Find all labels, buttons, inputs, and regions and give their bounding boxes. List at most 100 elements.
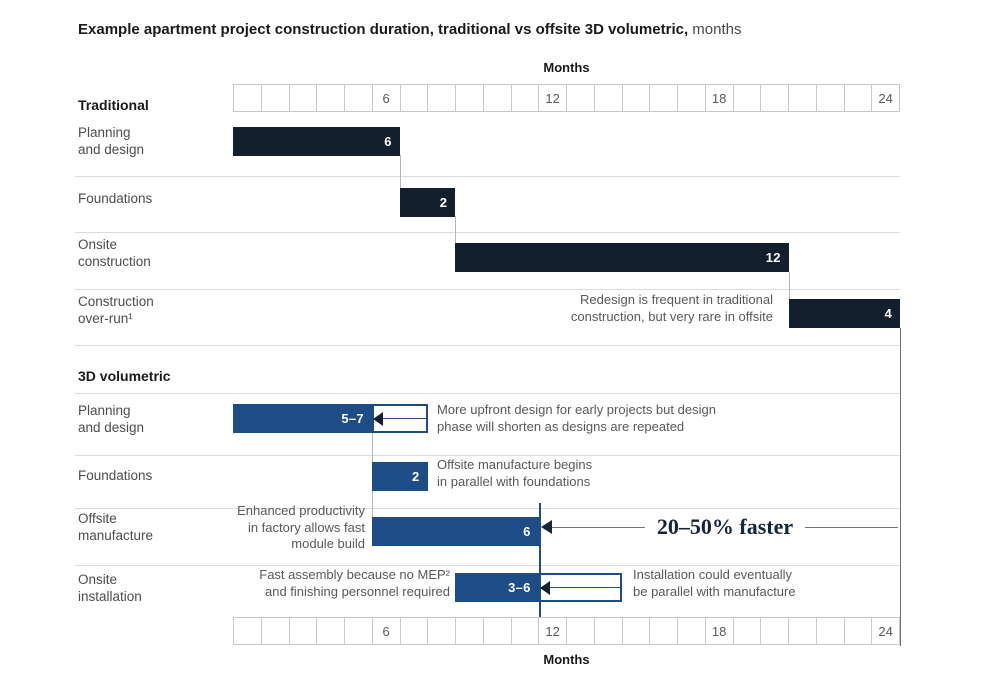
axis-cell: [677, 85, 705, 111]
axis-title-bottom: Months: [543, 652, 590, 667]
axis-cell: 18: [704, 85, 733, 111]
row-separator: [75, 455, 900, 456]
axis-cell: [288, 618, 317, 644]
section-header-3d-volumetric: 3D volumetric: [78, 368, 171, 384]
axis-cell: [649, 618, 677, 644]
axis-cell: 6: [371, 618, 400, 644]
gantt-bar: 6: [371, 517, 539, 546]
row-label: Onsite construction: [78, 237, 151, 269]
axis-cell: 18: [704, 618, 733, 644]
row-label: Planning and design: [78, 125, 145, 157]
axis-title-top: Months: [543, 60, 590, 75]
axis-cell: [815, 85, 844, 111]
axis-tick-label: 18: [711, 90, 727, 106]
bar-value-label: 6: [384, 134, 392, 149]
month-axis-top: 6 12 18 24: [233, 84, 900, 112]
row-separator: [75, 508, 900, 509]
bar-value-label: 2: [412, 469, 420, 484]
gantt-bar: 2: [399, 188, 456, 217]
axis-tick-label: 18: [711, 623, 727, 639]
row-separator: [75, 345, 900, 346]
range-arrow-line: [373, 417, 426, 419]
bar-value-label: 12: [765, 250, 781, 265]
axis-tick-label: 24: [878, 623, 893, 639]
faster-callout-text: 20–50% faster: [656, 514, 794, 539]
range-arrow-line: [540, 586, 621, 588]
axis-cell: [677, 618, 705, 644]
bar-annotation: More upfront design for early projects b…: [437, 402, 716, 434]
axis-cell: [482, 85, 511, 111]
axis-cell: [732, 618, 761, 644]
axis-cell: [234, 618, 261, 644]
axis-cell: [399, 618, 428, 644]
bar-value-label: 5–7: [341, 411, 364, 426]
axis-cell: [455, 85, 483, 111]
axis-cell: [649, 85, 677, 111]
axis-tick-label: 12: [545, 90, 560, 106]
axis-tick-label: 12: [545, 623, 560, 639]
axis-cell: [843, 618, 872, 644]
axis-cell: [344, 618, 372, 644]
bar-annotation: Installation could eventually be paralle…: [633, 567, 796, 599]
range-extension-box: [371, 404, 428, 433]
row-separator: [75, 232, 900, 233]
row-label: Onsite installation: [78, 572, 142, 604]
axis-cell: [621, 85, 650, 111]
axis-cell: 12: [538, 85, 566, 111]
axis-cell: [566, 618, 594, 644]
row-separator: [75, 176, 900, 177]
axis-cell: 24: [871, 618, 899, 644]
left-arrowhead-icon: [539, 580, 550, 595]
bar-value-label: 2: [439, 195, 448, 210]
bar-value-label: 4: [884, 306, 892, 321]
connector-line: [400, 155, 401, 188]
axis-cell: [788, 618, 816, 644]
axis-cell: [760, 618, 788, 644]
range-extension-box: [538, 573, 623, 602]
row-label: Offsite manufacture: [78, 511, 154, 543]
axis-cell: [732, 85, 761, 111]
connector-line: [900, 328, 901, 646]
axis-cell: [316, 618, 344, 644]
bar-annotation: Enhanced productivity in factory allows …: [237, 503, 365, 551]
axis-cell: [843, 85, 872, 111]
callout-line-right: [805, 526, 898, 528]
axis-cell: [566, 85, 594, 111]
callout-line-left: [552, 526, 645, 528]
axis-cell: [399, 85, 428, 111]
axis-cell: [510, 85, 539, 111]
axis-cell: 24: [871, 85, 899, 111]
bar-annotation: Redesign is frequent in traditional cons…: [570, 292, 773, 324]
gantt-bar: 4: [788, 299, 900, 328]
row-separator: [75, 393, 900, 394]
gantt-bar: 5–7: [233, 404, 372, 433]
axis-cell: 12: [538, 618, 566, 644]
axis-cell: [510, 618, 539, 644]
left-arrowhead-icon: [372, 411, 383, 426]
gantt-bar: 2: [371, 462, 428, 491]
row-separator: [75, 289, 900, 290]
axis-cell: [234, 85, 261, 111]
gantt-bar: 12: [455, 243, 789, 272]
axis-cell: [316, 85, 344, 111]
bar-annotation: Offsite manufacture begins in parallel w…: [437, 457, 593, 489]
row-label: Planning and design: [78, 403, 145, 435]
row-separator: [75, 565, 900, 566]
faster-callout: 20–50% faster: [541, 513, 898, 541]
axis-cell: [621, 618, 650, 644]
month-axis-bottom: 6 12 18 24: [233, 617, 900, 645]
section-header-traditional: Traditional: [78, 97, 149, 113]
bar-value-label: 6: [523, 524, 531, 539]
axis-cell: [344, 85, 372, 111]
bar-value-label: 3–6: [508, 580, 531, 595]
axis-tick-label: 6: [382, 623, 390, 639]
axis-cell: [455, 618, 483, 644]
gantt-bar: 6: [233, 127, 400, 156]
row-label: Construction over-run¹: [78, 294, 154, 326]
row-label: Foundations: [78, 191, 153, 206]
bar-annotation: Fast assembly because no MEP² and finish…: [259, 567, 450, 599]
axis-cell: [815, 618, 844, 644]
connector-line: [455, 216, 456, 243]
axis-cell: [427, 85, 455, 111]
